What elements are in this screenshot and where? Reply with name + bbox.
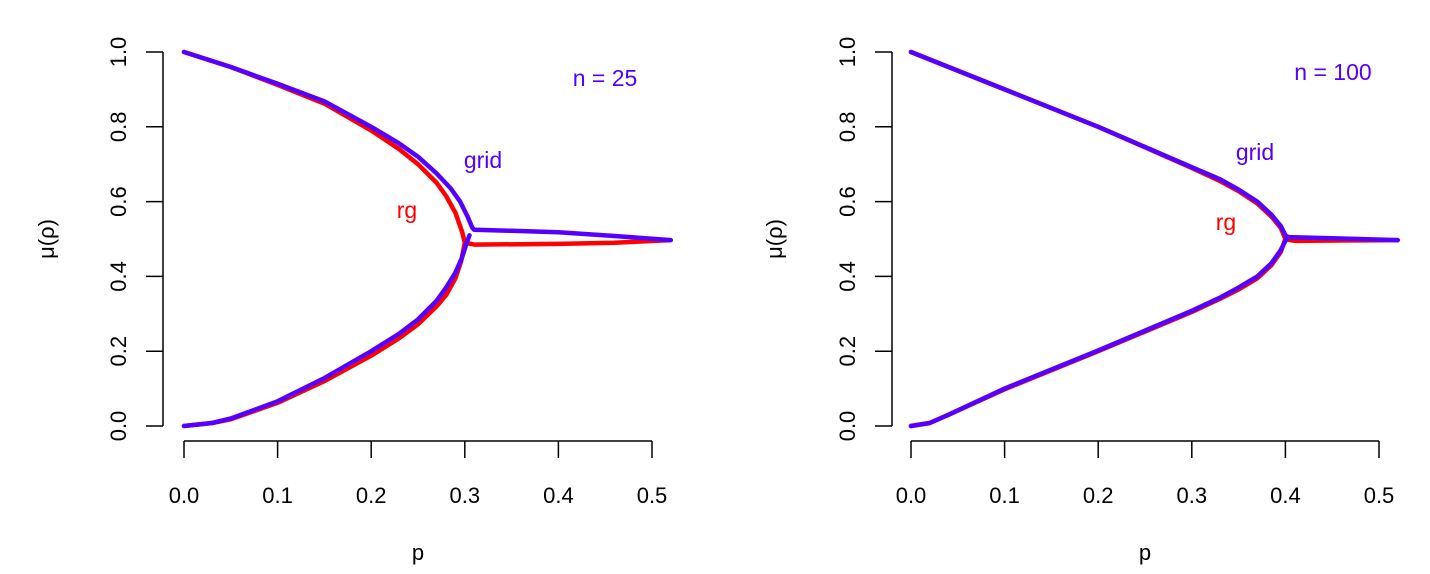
y-tick-label: 0.8 [106, 112, 131, 143]
y-tick-label: 0.6 [835, 186, 860, 217]
y-tick-label: 1.0 [835, 37, 860, 68]
series-grid-upper [181, 49, 477, 232]
annotation-n: n = 25 [573, 65, 638, 91]
series-rg-upper [181, 49, 468, 245]
panel-n100: n = 100 grid rg p μ(ρ) 0.0 0.2 0.4 0.6 0.8 1.… [762, 37, 1400, 565]
panel-n25: n = 25 grid rg p μ(ρ) 0.0 0.2 0.4 0.6 0.8 1.0… [34, 37, 673, 565]
series-rg-lower [908, 236, 1288, 429]
label-grid: grid [464, 147, 502, 173]
x-tick-label: 0.2 [1083, 483, 1114, 508]
series-grid-lower [181, 233, 472, 429]
x-tick-label: 0.0 [896, 483, 927, 508]
x-tick-label: 0.5 [1364, 483, 1395, 508]
label-rg: rg [1216, 209, 1236, 235]
x-axis-title: p [1139, 540, 1151, 565]
x-tick-label: 0.3 [450, 483, 481, 508]
series-grid-tail [1285, 234, 1400, 243]
label-rg: rg [397, 197, 417, 223]
y-tick-label: 1.0 [106, 37, 131, 68]
series-grid-upper [908, 49, 1291, 240]
x-tick-label: 0.4 [1270, 483, 1301, 508]
y-tick-label: 0.4 [106, 261, 131, 292]
y-tick-label: 0.8 [835, 112, 860, 143]
x-tick-label: 0.1 [262, 483, 293, 508]
x-tick-label: 0.2 [356, 483, 387, 508]
x-tick-label: 0.5 [637, 483, 668, 508]
series-rg-tail [462, 237, 673, 247]
x-axis-title: p [412, 540, 424, 565]
x-tick-label: 0.1 [989, 483, 1020, 508]
y-axis-title: μ(ρ) [34, 219, 59, 259]
y-tick-label: 0.0 [106, 411, 131, 442]
y-tick-label: 0.2 [835, 336, 860, 367]
y-axis-title: μ(ρ) [762, 219, 787, 259]
label-grid: grid [1236, 139, 1274, 165]
x-tick-label: 0.3 [1177, 483, 1208, 508]
x-tick-label: 0.4 [543, 483, 574, 508]
series-rg-lower [181, 240, 468, 429]
x-tick-label: 0.0 [169, 483, 200, 508]
y-tick-label: 0.2 [106, 336, 131, 367]
y-tick-label: 0.4 [835, 261, 860, 292]
series-grid-tail [471, 227, 673, 243]
series-grid-lower [908, 234, 1291, 429]
y-tick-label: 0.6 [106, 186, 131, 217]
y-tick-label: 0.0 [835, 411, 860, 442]
annotation-n: n = 100 [1294, 59, 1371, 85]
